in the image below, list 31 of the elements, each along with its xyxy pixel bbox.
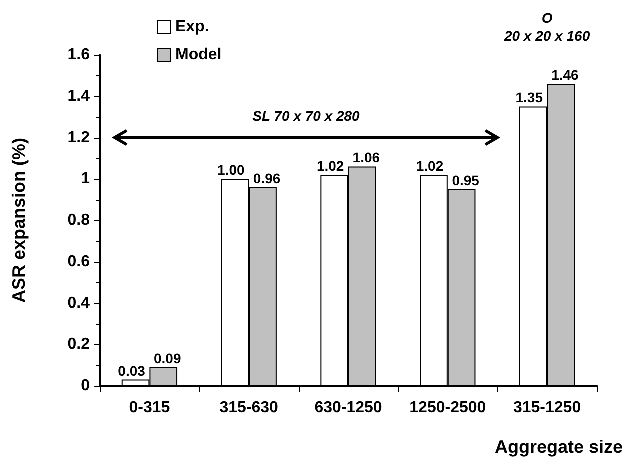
y-tick-label: 0.8 (68, 212, 90, 229)
x-tick-label: 315-630 (220, 400, 279, 416)
data-label: 1.02 (416, 158, 444, 174)
y-tick-label: 0.2 (68, 336, 90, 354)
y-tick-label: 1.4 (68, 88, 90, 105)
data-label: 1.00 (218, 162, 246, 178)
annotation: SL 70 x 70 x 280 (252, 108, 360, 124)
y-tick-label: 0 (81, 378, 90, 394)
data-label: 0.96 (253, 170, 281, 186)
x-axis-title: Aggregate size (494, 437, 623, 457)
x-tick-label: 315-1250 (513, 400, 582, 416)
text: O (542, 10, 553, 26)
y-tick-label: 1 (81, 170, 90, 188)
legend-label: Exp. (176, 18, 210, 36)
y-axis-title: ASR expansion (%) (9, 138, 29, 304)
y-tick-label: 0.6 (68, 253, 90, 270)
data-label: 0.03 (118, 362, 146, 379)
y-tick-label: 1.6 (68, 46, 90, 64)
data-label: 1.02 (316, 158, 344, 174)
data-label: 1.46 (552, 66, 580, 83)
legend-label: Model (176, 46, 222, 64)
data-label: 0.95 (452, 172, 480, 188)
text: 20 x 20 x 160 (503, 28, 590, 44)
y-tick-label: 1.2 (68, 129, 90, 146)
x-tick-label: 630-1250 (314, 400, 382, 416)
data-label: 1.35 (516, 90, 544, 106)
data-label: 0.09 (154, 350, 182, 366)
data-label: 1.06 (352, 150, 380, 166)
x-tick-label: 1250-2500 (410, 400, 486, 416)
x-tick-label: 0-315 (129, 400, 170, 416)
y-tick-label: 0.4 (68, 294, 90, 312)
